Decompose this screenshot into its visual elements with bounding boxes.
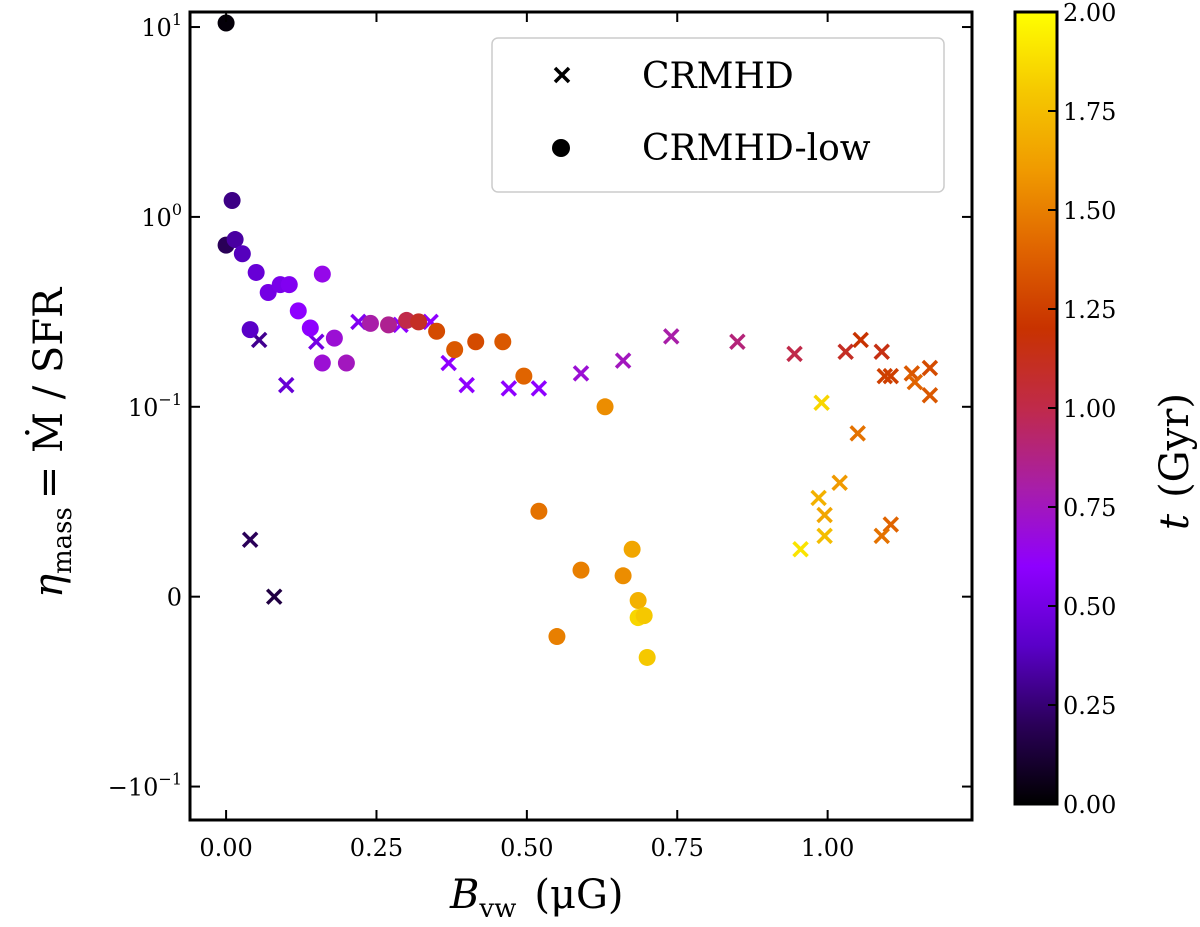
data-point-crmhd [572,365,590,382]
data-point-crmhd-low [226,231,244,249]
data-point-crmhd [852,331,869,349]
data-point-crmhd [278,376,295,394]
colorbar-tick-label: 1.50 [1063,197,1116,225]
data-point-crmhd [873,527,891,545]
data-point-crmhd-low [380,316,398,334]
data-point-crmhd-low [313,354,331,372]
data-point-crmhd [813,394,830,412]
data-point-crmhd [786,345,803,363]
x-tick-label: 0.00 [199,834,252,862]
x-axis-ticks: 0.00 0.25 0.50 0.75 1.00 [199,12,854,862]
x-tick-label: 1.00 [801,834,854,862]
legend-label-crmhd: CRMHD [642,56,794,97]
data-point-crmhd [500,380,518,397]
data-point-crmhd [810,489,827,507]
x-tick-label: 0.25 [350,834,403,862]
data-points [217,14,939,666]
y-tick-label: 0 [167,584,182,612]
data-point-crmhd [849,425,866,442]
data-point-crmhd [458,376,475,394]
data-point-crmhd-low [635,607,653,625]
legend: CRMHD CRMHD-low [491,37,945,193]
data-point-crmhd-low [241,321,259,339]
data-point-crmhd [921,359,939,377]
data-point-crmhd [816,527,833,545]
data-point-crmhd-low [515,367,533,385]
legend-label-crmhd-low: CRMHD-low [642,128,871,169]
data-point-crmhd [816,506,833,524]
colorbar: 0.00 0.25 0.50 0.75 1.00 1.25 1.50 1.75 2.00 t(G… [1013,0,1198,819]
legend-marker-circle [552,139,570,157]
data-point-crmhd [837,343,854,360]
legend-box [491,37,945,193]
data-point-crmhd-low [623,540,641,558]
y-tick-label: 101 [141,10,182,42]
data-point-crmhd-low [638,648,656,666]
data-point-crmhd-low [428,322,446,340]
data-point-crmhd-low [361,314,379,332]
colorbar-tick-label: 1.75 [1063,98,1116,126]
colorbar-tick-label: 1.00 [1063,395,1116,423]
x-tick-label: 0.50 [500,834,553,862]
data-point-crmhd-low [572,561,590,579]
data-point-crmhd [614,352,632,369]
data-point-crmhd-low [548,628,566,646]
data-point-crmhd [921,387,939,404]
legend-marker-x [553,66,571,84]
data-point-crmhd [530,380,548,397]
x-axis-title: Bvw (μG) [449,872,624,924]
data-point-crmhd [241,531,259,548]
colorbar-tick-label: 0.50 [1063,593,1116,621]
data-point-crmhd-low [233,245,251,263]
y-tick-label: 10−1 [128,390,182,422]
data-point-crmhd-low [596,398,614,416]
data-point-crmhd [831,474,848,491]
data-point-crmhd-low [467,333,485,351]
data-point-crmhd-low [494,333,512,351]
colorbar-tick-label: 1.25 [1063,296,1116,324]
data-point-crmhd-low [446,341,464,359]
data-point-crmhd-low [280,276,298,294]
colorbar-tick-label: 0.25 [1063,692,1116,720]
data-point-crmhd [792,540,809,558]
data-point-crmhd-low [410,313,428,331]
data-point-crmhd [265,588,283,605]
data-point-crmhd [882,367,900,385]
data-point-crmhd-low [629,591,647,609]
y-axis-title: ηmass= Ṁ / SFR [25,286,78,598]
colorbar-tick-label: 0.00 [1063,791,1116,819]
data-point-crmhd [729,333,746,351]
data-point-crmhd [440,354,457,372]
data-point-crmhd-low [259,283,277,301]
data-point-crmhd-low [614,567,632,585]
data-point-crmhd-low [313,265,331,283]
data-point-crmhd-low [325,329,343,347]
data-point-crmhd [906,373,924,391]
data-point-crmhd-low [289,302,307,320]
y-axis-ticks: 101 100 10−1 0 −10−1 [108,10,972,802]
data-point-crmhd [662,328,680,345]
data-point-crmhd-low [530,502,548,520]
data-point-crmhd [873,343,891,360]
colorbar-tick-label: 2.00 [1063,0,1116,27]
y-tick-label: 100 [141,200,182,232]
data-point-crmhd [876,367,894,385]
colorbar-ticks: 0.00 0.25 0.50 0.75 1.00 1.25 1.50 1.75 2.00 [1048,0,1116,819]
data-point-crmhd [308,333,325,351]
plot-frame [188,10,974,822]
data-point-crmhd-low [247,263,265,281]
data-point-crmhd-low [223,192,241,210]
x-tick-label: 0.75 [651,834,704,862]
data-point-crmhd-low [217,14,235,32]
colorbar-title: t(Gyr) [1152,393,1198,530]
data-point-crmhd-low [301,319,319,337]
colorbar-tick-label: 0.75 [1063,494,1116,522]
data-point-crmhd-low [337,354,355,372]
y-tick-label: −10−1 [108,770,182,802]
